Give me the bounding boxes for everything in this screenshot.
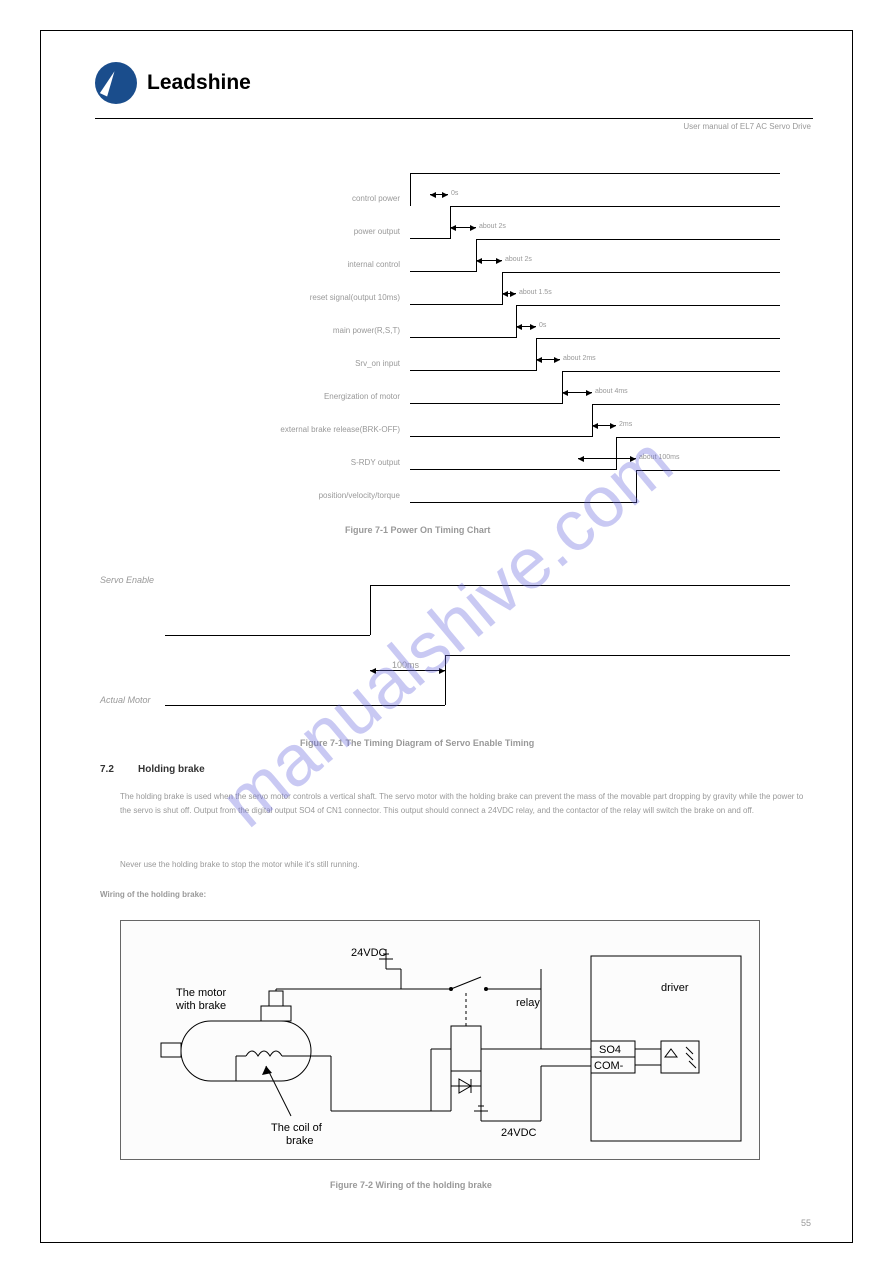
com-label: COM-: [594, 1060, 624, 1072]
so4-label: SO4: [599, 1044, 621, 1056]
motor-label-2: with brake: [175, 1000, 226, 1012]
timing-interval-arrow: [516, 326, 536, 327]
timing-row-label: control power: [100, 194, 400, 203]
timing-interval-arrow: [450, 227, 476, 228]
timing-row-label: main power(R,S,T): [100, 326, 400, 335]
timing-interval-label: 2ms: [619, 421, 632, 428]
timing-interval-label: about 2ms: [563, 355, 596, 362]
timing-row: reset signal(output 10ms)about 1.5s: [410, 272, 780, 305]
brand-text: Leadshine: [147, 71, 251, 95]
timing-row: power outputabout 2s: [410, 206, 780, 239]
section-title: Holding brake: [138, 764, 205, 775]
brake-wiring-schematic: 24VDC relay The motor with brake The coi…: [120, 920, 760, 1160]
timing-row: control power0s: [410, 173, 780, 206]
timing-interval-label: about 2s: [505, 256, 532, 263]
coil-label-2: brake: [286, 1135, 314, 1147]
doc-title: User manual of EL7 AC Servo Drive: [683, 122, 811, 131]
page-number: 55: [801, 1218, 811, 1228]
timing-interval-arrow: [562, 392, 592, 393]
timing-row-label: internal control: [100, 260, 400, 269]
timing-interval-arrow: [502, 293, 516, 294]
enable-top-label: Servo Enable: [100, 575, 154, 585]
enable-time-label: 100ms: [392, 660, 419, 670]
timing-row: Srv_on inputabout 2ms: [410, 338, 780, 371]
coil-label-1: The coil of: [271, 1122, 323, 1134]
timing-row: external brake release(BRK-OFF)2ms: [410, 404, 780, 437]
timing-caption: Figure 7-1 Power On Timing Chart: [345, 525, 490, 535]
timing-row: S-RDY outputabout 100ms: [410, 437, 780, 470]
timing-row-label: S-RDY output: [100, 458, 400, 467]
enable-caption: Figure 7-1 The Timing Diagram of Servo E…: [300, 738, 534, 748]
driver-label: driver: [661, 982, 689, 994]
vdc-label-bottom: 24VDC: [501, 1127, 537, 1139]
timing-interval-arrow: [430, 194, 448, 195]
timing-interval-label: 0s: [539, 322, 546, 329]
section-number: 7.2: [100, 764, 114, 775]
timing-interval-arrow: [476, 260, 502, 261]
timing-row-label: Energization of motor: [100, 392, 400, 401]
timing-interval-label: about 2s: [479, 223, 506, 230]
timing-row-label: power output: [100, 227, 400, 236]
timing-row: main power(R,S,T)0s: [410, 305, 780, 338]
timing-interval-label: about 100ms: [639, 454, 679, 461]
servo-enable-timing: [165, 585, 790, 720]
vdc-label-top: 24VDC: [351, 947, 387, 959]
timing-row-label: position/velocity/torque: [100, 491, 400, 500]
timing-interval-label: 0s: [451, 190, 458, 197]
power-on-timing-chart: control power0spower outputabout 2sinter…: [410, 173, 780, 503]
section-para2: Never use the holding brake to stop the …: [120, 858, 811, 872]
timing-row: position/velocity/torque: [410, 470, 780, 503]
timing-interval-arrow: [536, 359, 560, 360]
timing-interval-label: about 4ms: [595, 388, 628, 395]
relay-label: relay: [516, 997, 540, 1009]
schematic-caption: Figure 7-2 Wiring of the holding brake: [330, 1180, 492, 1190]
timing-row: internal controlabout 2s: [410, 239, 780, 272]
section-para1: The holding brake is used when the servo…: [120, 790, 811, 817]
timing-row-label: external brake release(BRK-OFF): [100, 425, 400, 434]
enable-bottom-label: Actual Motor: [100, 695, 151, 705]
timing-row-label: reset signal(output 10ms): [100, 293, 400, 302]
timing-interval-label: about 1.5s: [519, 289, 552, 296]
timing-row-label: Srv_on input: [100, 359, 400, 368]
header: Leadshine: [95, 62, 813, 119]
leadshine-logo-icon: [95, 62, 137, 104]
timing-row: Energization of motorabout 4ms: [410, 371, 780, 404]
wiring-title: Wiring of the holding brake:: [100, 888, 206, 902]
timing-interval-arrow: [578, 458, 636, 459]
motor-label-1: The motor: [176, 987, 226, 999]
timing-interval-arrow: [592, 425, 616, 426]
